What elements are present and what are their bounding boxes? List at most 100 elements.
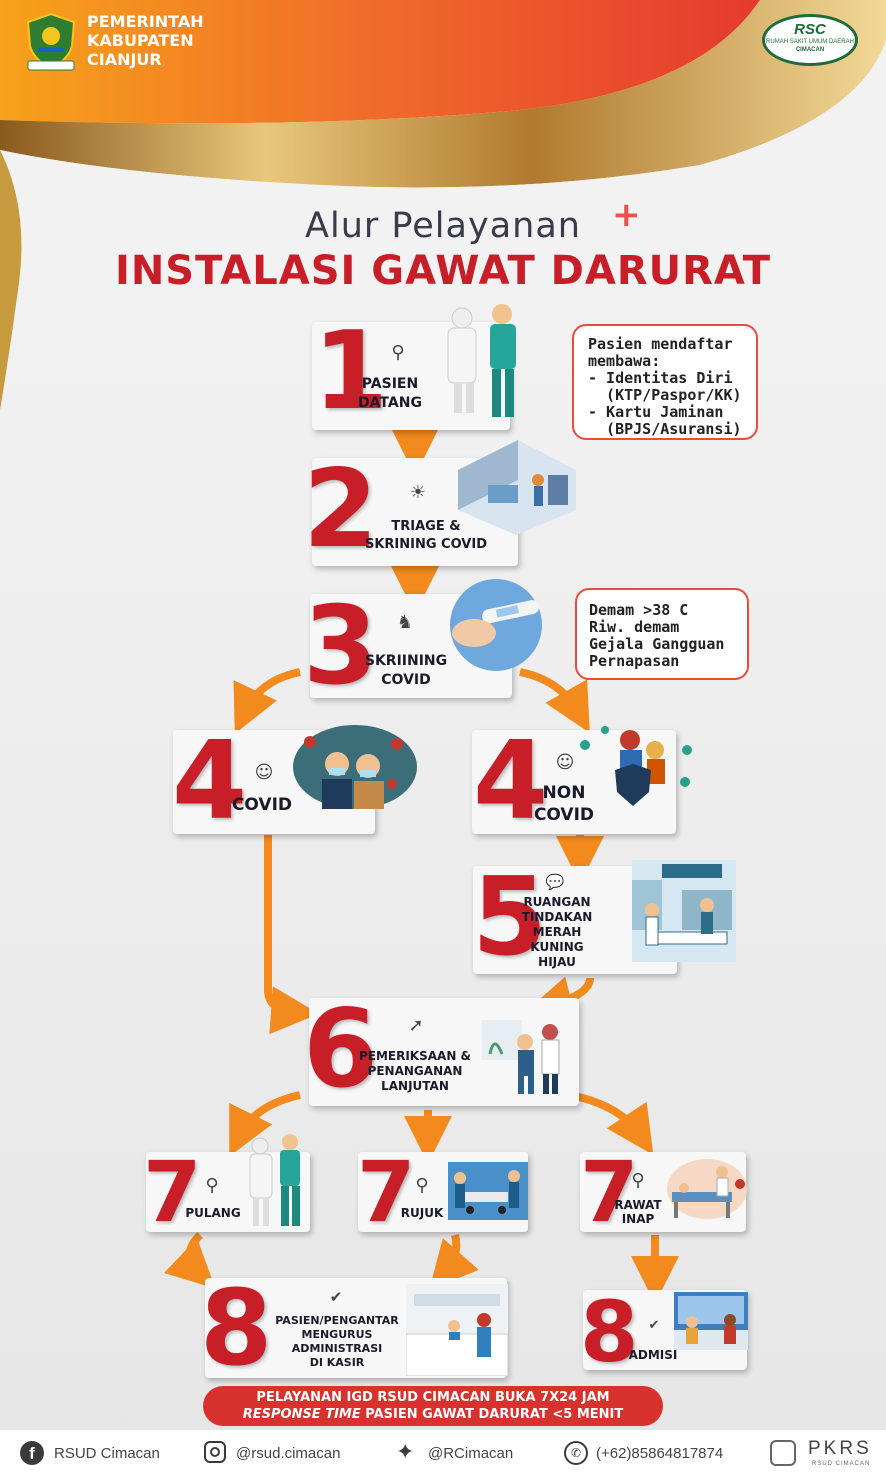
pkrs-text: PKRS [808, 1438, 872, 1459]
step-5-label-d: KUNING [530, 940, 584, 954]
ambulance-transfer-illustration [448, 1162, 528, 1220]
step-7-rawat-label-b: INAP [621, 1212, 655, 1226]
note-2-line-4: Pernapasan [589, 652, 680, 670]
instagram-link[interactable]: @rsud.cimacan [236, 1445, 341, 1462]
step-4-noncovid-label-b: COVID [533, 805, 595, 825]
facebook-icon[interactable]: f [20, 1441, 44, 1465]
search-person-icon: ⚲ [391, 342, 405, 363]
step-8-kasir-label-b: MENGURUS [301, 1328, 373, 1341]
banner-line-2: RESPONSE TIME PASIEN GAWAT DARURAT <5 ME… [203, 1406, 663, 1423]
note-2-line-3: Gejala Gangguan [589, 635, 725, 653]
chess-knight-icon: ♞ [396, 612, 414, 633]
note-1-line-4: (KTP/Paspor/KK) [588, 386, 742, 404]
person-icon-2: ☺ [555, 752, 575, 773]
step-3-label: SKRIINING COVID [355, 652, 457, 690]
step-7-rawat-label-a: RAWAT [614, 1198, 662, 1212]
step-2-label: TRIAGE & SKRINING COVID [358, 518, 494, 554]
note-covid-symptoms: Demam >38 C Riw. demam Gejala Gangguan P… [575, 588, 749, 680]
step-7-rawat-label: RAWAT INAP [612, 1198, 664, 1226]
admission-desk-illustration [674, 1292, 748, 1350]
note-registration: Pasien mendaftar membawa: - Identitas Di… [572, 324, 758, 440]
note-1-line-1: Pasien mendaftar [588, 335, 733, 353]
step-1-label-b: DATANG [358, 395, 422, 411]
step-6-label: PEMERIKSAAN & PENANGANAN LANJUTAN [356, 1049, 474, 1094]
step-4-covid-number: 4 [172, 719, 248, 844]
chat-bubble-icon: 💬 [545, 873, 565, 891]
pkrs-logo-icon [770, 1440, 796, 1466]
step-4-noncovid-number: 4 [473, 719, 549, 844]
instagram-icon[interactable] [204, 1441, 226, 1463]
step-4-noncovid-label-a: NON [542, 783, 586, 803]
rsc-abbr: RSC [794, 21, 826, 38]
banner-line-2-em: RESPONSE TIME [242, 1407, 361, 1422]
note-1-line-5: - Kartu Jaminan [588, 403, 724, 421]
rsc-line-1: RUMAH SAKIT UMUM DAERAH [766, 39, 854, 45]
person-icon: ☺ [254, 762, 274, 783]
step-7-pulang-number: 7 [143, 1143, 202, 1241]
step-8-kasir-label: PASIEN/PENGANTAR MENGURUS ADMINISTRASI D… [270, 1314, 404, 1370]
step-5-number: 5 [472, 855, 548, 980]
banner-line-2-rest: PASIEN GAWAT DARURAT <5 MENIT [360, 1407, 624, 1422]
whatsapp-icon[interactable]: ✆ [564, 1441, 588, 1465]
note-1-line-6: (BPJS/Asuransi) [588, 420, 742, 438]
step-2-number: 2 [303, 447, 379, 572]
location-pin-icon: ⚲ [205, 1175, 219, 1196]
step-4-noncovid-label: NON COVID [528, 782, 600, 826]
nurse-elderly-illustration [447, 304, 516, 417]
note-2-line-2: Riw. demam [589, 618, 680, 636]
twitter-link[interactable]: @RCimacan [428, 1445, 514, 1462]
step-8-kasir-number: 8 [200, 1267, 273, 1389]
triage-icon: ☀ [409, 482, 427, 503]
left-gold-swoosh [0, 150, 22, 410]
gov-name: PEMERINTAH KABUPATEN CIANJUR [87, 12, 204, 69]
family-shield-illustration [580, 726, 692, 806]
facebook-link[interactable]: RSUD Cimacan [54, 1445, 160, 1462]
title-line-1: Alur Pelayanan [305, 206, 581, 246]
step-8-kasir-label-a: PASIEN/PENGANTAR [275, 1314, 399, 1327]
step-1-number: 1 [313, 309, 389, 434]
step-6-number: 6 [303, 987, 379, 1112]
step-7-rujuk-label: RUJUK [400, 1206, 444, 1220]
step-6-label-a: PEMERIKSAAN & [358, 1049, 472, 1063]
step-8-kasir-label-c: ADMINISTRASI [291, 1342, 383, 1355]
rsc-line-2: CIMACAN [795, 47, 825, 53]
whatsapp-link[interactable]: (+62)85864817874 [596, 1445, 724, 1462]
note-2-line-1: Demam >38 C [589, 601, 689, 619]
step-7-pulang-label: PULANG [185, 1206, 241, 1220]
checkmark-icon-2: ✔ [648, 1318, 660, 1333]
step-5-label-b: TINDAKAN [521, 910, 593, 924]
step-5-label-c: MERAH [532, 925, 582, 939]
step-4-covid-label: COVID [231, 795, 293, 815]
step-5-label-e: HIJAU [538, 955, 576, 969]
step-6-label-b: PENANGANAN [367, 1064, 463, 1078]
gov-line-2: KABUPATEN [87, 31, 194, 50]
step-3-number: 3 [303, 584, 379, 709]
location-pin-icon-3: ⚲ [631, 1170, 645, 1191]
banner-line-1: PELAYANAN IGD RSUD CIMACAN BUKA 7X24 JAM [256, 1390, 610, 1405]
triage-room-illustration [458, 440, 576, 535]
checkmark-icon: ✔ [329, 1288, 343, 1306]
step-6-label-c: LANJUTAN [381, 1079, 449, 1093]
header-background [0, 0, 886, 200]
footer [0, 1430, 886, 1477]
twitter-icon[interactable]: ✦ [396, 1440, 415, 1465]
step-1-label: PASIEN DATANG [355, 375, 425, 413]
step-3-label-b: COVID [381, 672, 431, 688]
title-line-2: INSTALASI GAWAT DARURAT [114, 248, 772, 294]
step-7-rujuk-number: 7 [357, 1143, 416, 1241]
step-1-card [312, 322, 510, 430]
pkrs-subtext: RSUD CIMACAN [812, 1461, 871, 1467]
step-5-label-a: RUANGAN [523, 895, 591, 909]
plus-icon: + [612, 195, 641, 235]
step-8-kasir-label-d: DI KASIR [309, 1356, 365, 1369]
step-5-label: RUANGAN TINDAKAN MERAH KUNING HIJAU [516, 895, 598, 970]
step-8-admisi-label: ADMISI [628, 1348, 678, 1362]
step-8-admisi-number: 8 [580, 1283, 639, 1381]
step-2-label-a: TRIAGE & [391, 519, 461, 534]
step-1-label-a: PASIEN [361, 376, 419, 392]
cashier-illustration [406, 1284, 508, 1376]
service-hours-banner: PELAYANAN IGD RSUD CIMACAN BUKA 7X24 JAM… [203, 1386, 663, 1426]
thermometer-illustration [450, 579, 542, 671]
doctor-examination-illustration [482, 1020, 560, 1094]
